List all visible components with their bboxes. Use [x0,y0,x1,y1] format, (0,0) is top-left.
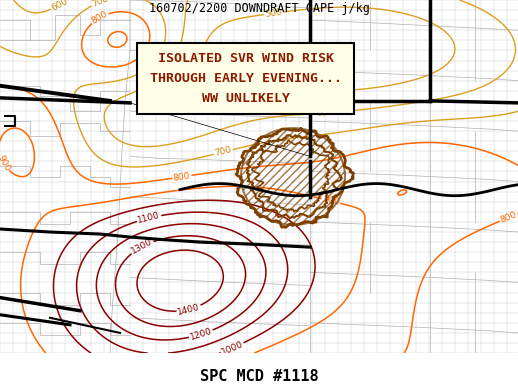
Text: ISOLATED SVR WIND RISK: ISOLATED SVR WIND RISK [157,52,334,65]
Text: 1100: 1100 [137,211,161,225]
Text: 1400: 1400 [177,302,201,317]
Text: 600: 600 [315,108,334,118]
Text: 800: 800 [90,10,109,26]
Text: 800: 800 [172,171,191,183]
Text: 800: 800 [499,210,518,225]
Text: 1200: 1200 [189,326,213,342]
Text: 1000: 1000 [220,339,244,357]
Text: 500: 500 [265,8,283,19]
Text: 600: 600 [50,0,69,13]
FancyBboxPatch shape [137,43,354,114]
Text: 1300: 1300 [130,237,154,256]
Text: 160702/2200 DOWNDRAFT CAPE j/kg: 160702/2200 DOWNDRAFT CAPE j/kg [149,2,369,15]
Text: SPC MCD #1118: SPC MCD #1118 [199,369,319,384]
Text: THROUGH EARLY EVENING...: THROUGH EARLY EVENING... [150,72,341,85]
Text: 700: 700 [91,0,110,9]
Text: 700: 700 [214,146,233,158]
Text: WW UNLIKELY: WW UNLIKELY [202,92,290,106]
Text: 900: 900 [0,153,11,173]
Text: 900: 900 [322,195,340,208]
